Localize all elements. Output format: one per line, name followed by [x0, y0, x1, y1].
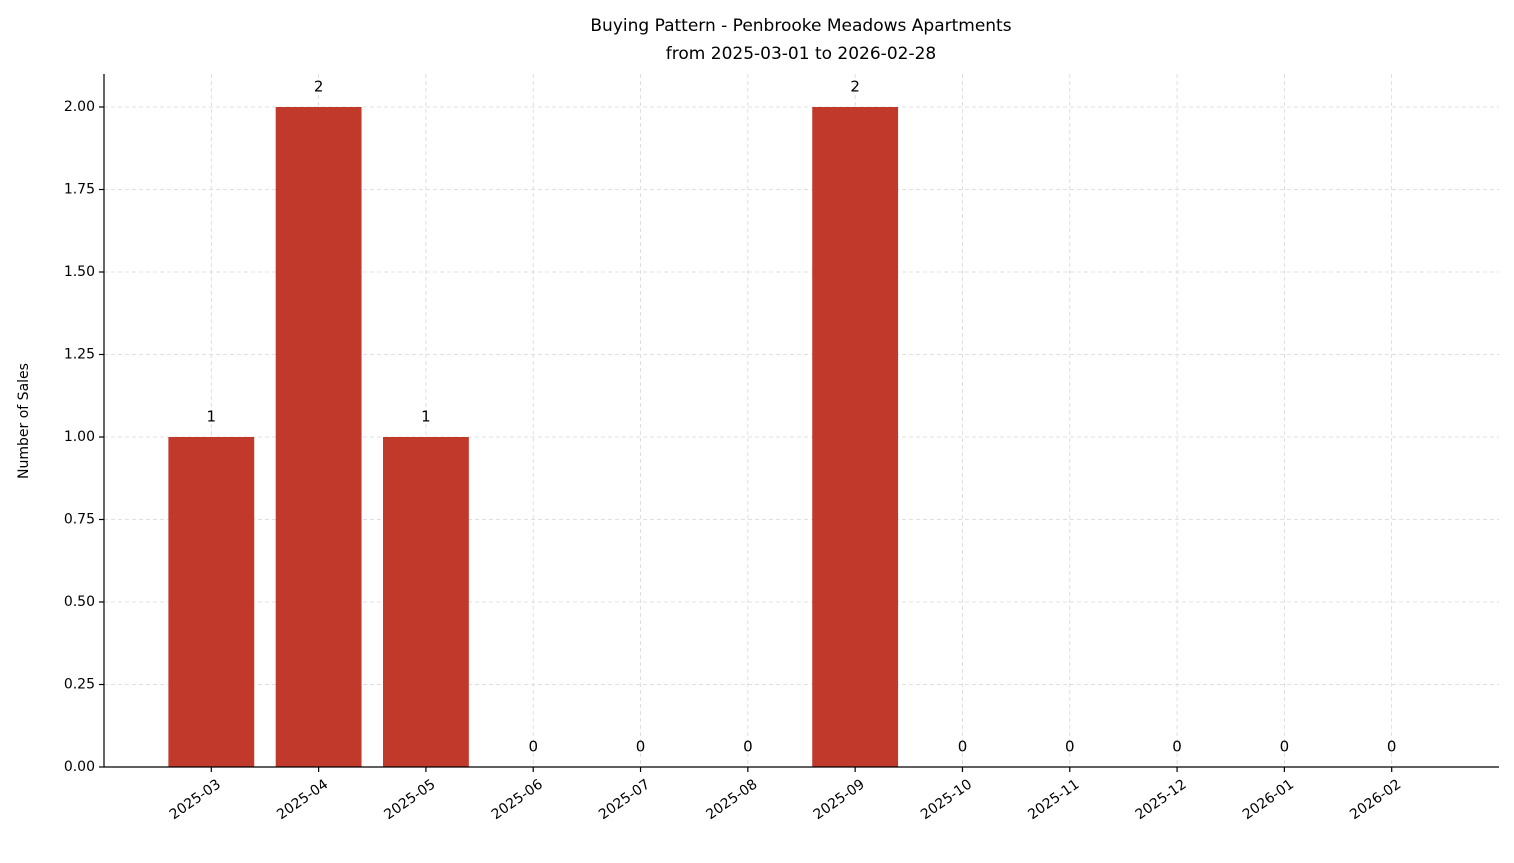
chart-title: Buying Pattern - Penbrooke Meadows Apart…	[590, 16, 1011, 36]
x-tick-label: 2025-06	[489, 776, 546, 823]
y-tick-label: 0.25	[64, 677, 95, 693]
value-label: 1	[421, 408, 431, 426]
bar	[383, 437, 469, 767]
y-tick-label: 0.00	[64, 759, 95, 775]
value-label: 0	[1065, 738, 1075, 756]
value-label: 0	[743, 738, 753, 756]
x-tick-label: 2025-11	[1025, 776, 1082, 823]
value-label: 0	[528, 738, 538, 756]
x-tick-label: 2025-08	[703, 776, 760, 823]
value-label: 0	[1387, 738, 1397, 756]
y-tick-label: 2.00	[64, 99, 95, 115]
bar	[275, 107, 362, 767]
x-tick-label: 2026-01	[1240, 776, 1297, 823]
x-tick-label: 2026-02	[1347, 776, 1404, 823]
x-tick-label: 2025-12	[1133, 776, 1190, 823]
y-tick-label: 0.50	[64, 594, 95, 610]
value-label: 2	[314, 78, 324, 96]
y-axis-label: Number of Sales	[16, 363, 32, 479]
value-label: 2	[850, 78, 860, 96]
y-tick-label: 1.25	[64, 347, 95, 363]
x-tick-label: 2025-10	[918, 776, 975, 823]
x-tick-label: 2025-07	[596, 776, 653, 823]
bar	[168, 437, 255, 767]
value-label: 0	[1172, 738, 1182, 756]
y-tick-label: 1.50	[64, 264, 95, 280]
x-tick-label: 2025-04	[274, 776, 331, 823]
value-label: 0	[636, 738, 646, 756]
x-tick-label: 2025-05	[381, 776, 438, 823]
value-label: 0	[958, 738, 968, 756]
y-tick-label: 1.00	[64, 429, 95, 445]
bar	[812, 107, 899, 767]
y-tick-label: 0.75	[64, 512, 95, 528]
y-tick-label: 1.75	[64, 182, 95, 198]
x-tick-label: 2025-09	[811, 776, 868, 823]
value-label: 0	[1280, 738, 1290, 756]
x-tick-label: 2025-03	[167, 776, 224, 823]
value-label: 1	[207, 408, 217, 426]
chart-subtitle: from 2025-03-01 to 2026-02-28	[666, 44, 936, 64]
